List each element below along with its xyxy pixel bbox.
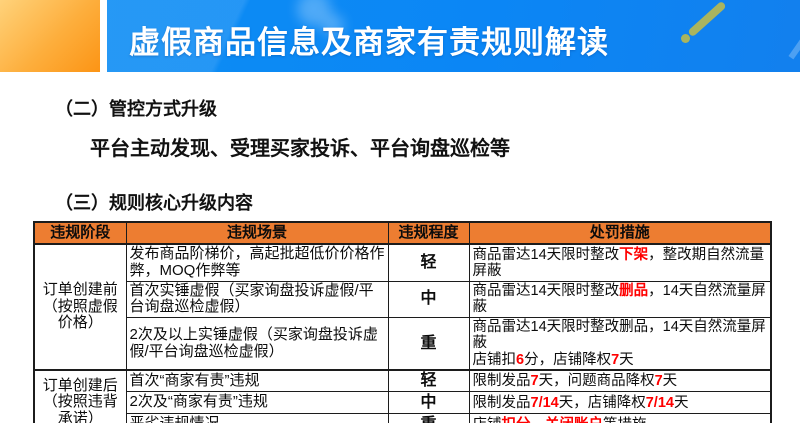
rules-table-head: 违规阶段 违规场景 违规程度 处罚措施 [33,221,772,245]
table-header-row: 违规阶段 违规场景 违规程度 处罚措施 [33,221,772,245]
header-accent-block [0,0,100,72]
penalty-highlight: 删品 [619,283,649,300]
penalty-highlight: 7/14 [645,394,674,411]
penalty-highlight: 扣分、关闭账户 [502,417,604,423]
penalty-cell: 商品雷达14天限时整改删品，14天自然流量屏蔽 [468,280,772,319]
penalty-text: 限制发品 [472,394,531,411]
table-row: 2次及“商家有责”违规中限制发品7/14天，店铺降权7/14天 [34,391,772,415]
penalty-cell: 限制发品7/14天，店铺降权7/14天 [468,391,772,415]
penalty-cell: 商品雷达14天限时整改下架，整改期自然流量屏蔽 [468,242,772,282]
section-heading-control-methods: （二）管控方式升级 [55,99,217,119]
penalty-highlight: 7/14 [530,394,559,411]
table-row: 2次及以上实锤虚假（买家询盘投诉虚假/平台询盘巡检虚假）重商品雷达14天限时整改… [34,317,772,371]
rules-table-body: 订单创建前（按照虚假价格） 发布商品阶梯价，高起批超低价价格作弊，MOQ作弊等轻商… [33,242,772,423]
penalty-text: 店铺 [473,417,502,423]
penalty-highlight: 6 [516,351,525,368]
penalty-text: 分，店铺降权 [524,351,612,368]
penalty-text: 等措施 [603,417,647,423]
column-header-3: 处罚措施 [468,221,772,245]
penalty-text: 天，店铺降权 [558,394,646,411]
header-gap [100,0,107,72]
section-heading-core-upgrades: （三）规则核心升级内容 [55,193,253,213]
severity-cell: 重 [387,413,470,423]
banner-dot-decor [681,34,690,43]
penalty-text: 商品雷达14天限时整改 [472,283,620,300]
slide-content: （二）管控方式升级 平台主动发现、受理买家投诉、平台询盘巡检等 （三）规则核心升… [0,72,800,423]
penalty-text: 商品雷达14天限时整改删品，14天自然流量屏蔽 [472,319,766,352]
penalty-text: 限制发品 [472,373,531,390]
penalty-text: 店铺扣 [472,351,517,368]
page-title: 虚假商品信息及商家有责规则解读 [129,25,609,60]
severity-cell: 中 [387,280,470,319]
table-row: 首次实锤虚假（买家询盘投诉虚假/平台询盘巡检虚假）中商品雷达14天限时整改删品，… [34,280,772,319]
penalty-highlight: 7 [654,373,663,390]
severity-cell: 重 [387,317,470,371]
banner-blob-decor [297,0,331,26]
stage-cell: 订单创建后（按照违背承诺） [33,368,127,423]
penalty-cell: 限制发品7天，问题商品降权7天 [468,368,772,393]
column-header-1: 违规场景 [125,221,389,245]
scenario-cell: 首次实锤虚假（买家询盘投诉虚假/平台询盘巡检虚假） [125,280,389,319]
banner-slash-right-decor [788,0,800,60]
banner-slash-decor [687,0,727,38]
penalty-highlight: 7 [611,351,620,368]
severity-cell: 轻 [387,368,470,393]
penalty-text: 商品雷达14天限时整改 [472,246,620,263]
penalty-highlight: 下架 [619,246,649,263]
slide-header: 虚假商品信息及商家有责规则解读 [0,0,800,72]
penalty-text: ，14天自然流量屏蔽 [472,283,766,316]
scenario-cell: 2次及“商家有责”违规 [125,391,389,415]
penalty-cell: 商品雷达14天限时整改删品，14天自然流量屏蔽 店铺扣6分，店铺降权7天 [468,317,772,371]
penalty-text: 天 [662,373,678,390]
stage-cell: 订单创建前（按照虚假价格） [33,243,127,371]
severity-cell: 轻 [387,242,470,282]
banner-blob-decor [322,14,344,36]
header-banner: 虚假商品信息及商家有责规则解读 [107,0,800,72]
penalty-cell: 店铺扣分、关闭账户等措施 [468,413,772,423]
severity-cell: 中 [387,391,470,415]
penalty-text: 天 [673,394,689,411]
scenario-cell: 2次及以上实锤虚假（买家询盘投诉虚假/平台询盘巡检虚假） [125,317,389,371]
penalty-text: ，整改期自然流量屏蔽 [472,246,765,279]
table-row: 订单创建后（按照违背承诺） 首次“商家有责”违规轻限制发品7天，问题商品降权7天 [33,368,772,423]
scenario-cell: 恶劣违规情况 [125,413,389,423]
penalty-highlight: 7 [530,373,539,390]
column-header-0: 违规阶段 [33,221,127,245]
penalty-text: 天 [619,351,634,368]
scenario-cell: 发布商品阶梯价，高起批超低价价格作弊，MOQ作弊等 [125,242,389,282]
scenario-cell: 首次“商家有责”违规 [125,368,389,393]
column-header-2: 违规程度 [387,221,470,245]
penalty-text: 天，问题商品降权 [538,373,655,390]
section-body-control-methods: 平台主动发现、受理买家投诉、平台询盘巡检等 [90,138,510,160]
table-row: 恶劣违规情况重店铺扣分、关闭账户等措施 [34,413,772,423]
table-row: 订单创建前（按照虚假价格） 发布商品阶梯价，高起批超低价价格作弊，MOQ作弊等轻商… [33,242,772,371]
rules-table: 违规阶段 违规场景 违规程度 处罚措施 订单创建前（按照虚假价格） 发布商品阶梯价，高起… [33,221,772,423]
